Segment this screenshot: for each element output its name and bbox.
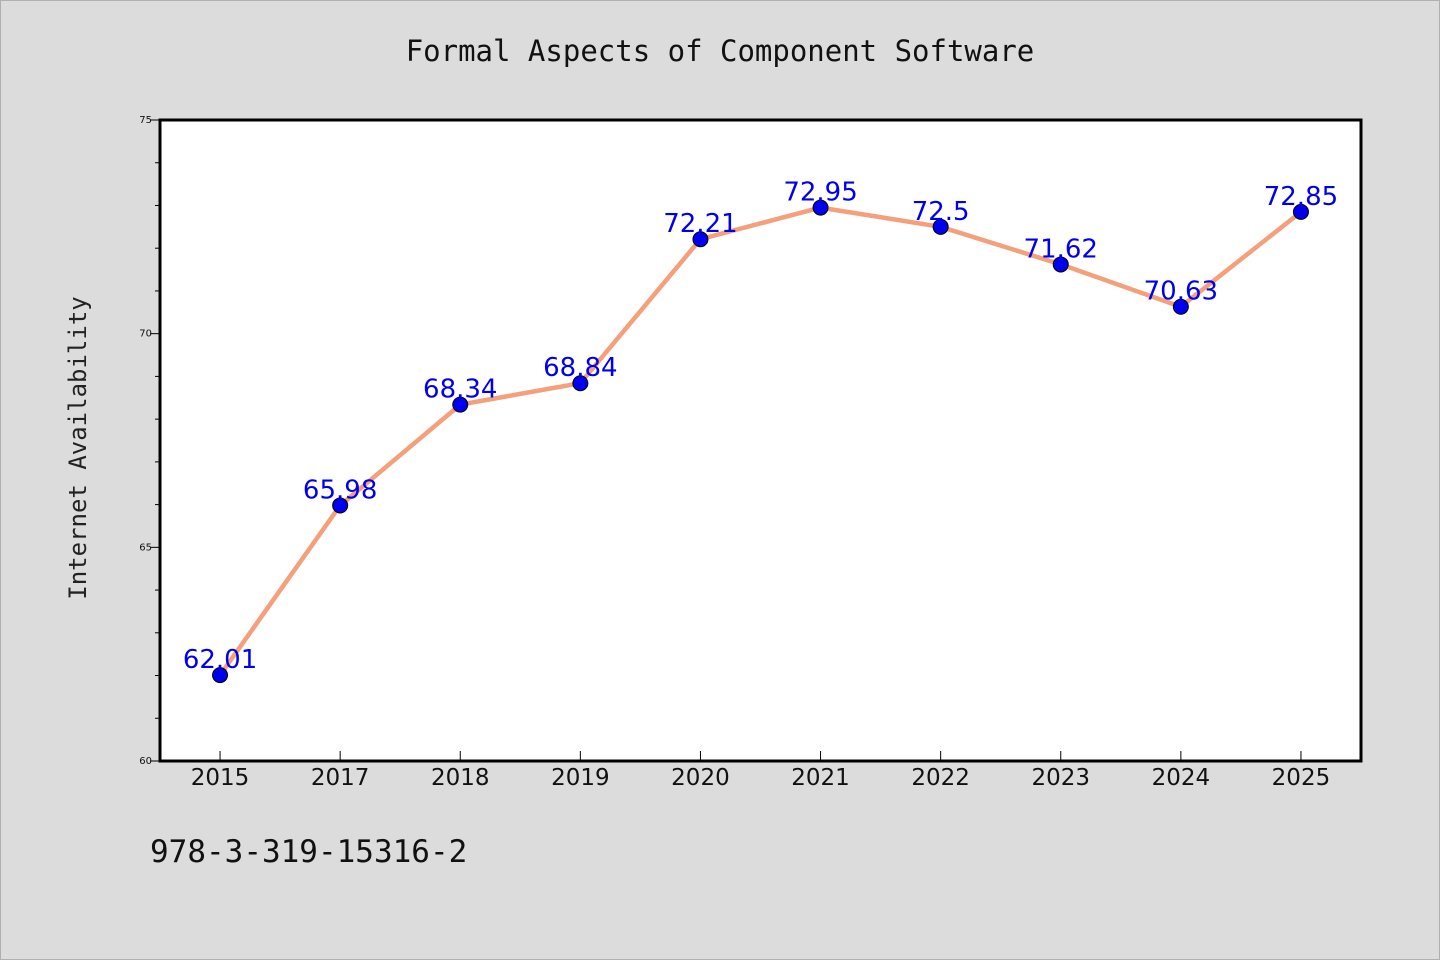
data-point <box>1172 298 1189 315</box>
x-tick-label: 2025 <box>1272 765 1331 791</box>
x-axis-ticks: 2015 2017 2018 2019 2020 2021 2022 2023 2024 2025 <box>191 751 1330 791</box>
chart-title: Formal Aspects of Component Software <box>405 34 1035 68</box>
data-labels: 62.01 65.98 68.34 68.84 72.21 72.95 72.5 71.62 7… <box>183 178 1338 676</box>
x-tick-label: 2024 <box>1152 765 1211 791</box>
x-tick-label: 2021 <box>791 765 850 791</box>
x-tick-label: 2020 <box>671 765 730 791</box>
y-tick-label: 70 <box>139 329 152 340</box>
x-tick-label: 2015 <box>191 765 250 791</box>
data-point <box>332 497 349 514</box>
data-point <box>1052 256 1069 273</box>
data-label: 72.95 <box>783 178 857 208</box>
data-point <box>812 199 829 216</box>
data-point <box>572 375 589 392</box>
data-label: 68.34 <box>423 375 497 405</box>
series-group <box>212 199 1309 684</box>
data-point <box>452 396 469 413</box>
data-point <box>932 218 949 235</box>
y-tick-label: 60 <box>139 756 152 767</box>
x-tick-label: 2022 <box>911 765 970 791</box>
y-tick-label: 75 <box>139 115 152 126</box>
x-tick-label: 2023 <box>1031 765 1090 791</box>
data-label: 71.62 <box>1024 234 1098 264</box>
data-label: 72.21 <box>663 209 737 239</box>
data-point <box>692 231 709 248</box>
data-point <box>1292 203 1309 220</box>
footer-code: 978-3-319-15316-2 <box>150 834 468 870</box>
data-label: 72.5 <box>912 197 970 227</box>
x-tick-label: 2019 <box>551 765 610 791</box>
y-tick-label: 65 <box>139 542 152 553</box>
data-label: 68.84 <box>543 353 617 383</box>
y-axis-ticks: 60 65 70 75 <box>139 115 160 767</box>
x-tick-label: 2018 <box>431 765 490 791</box>
data-label: 62.01 <box>183 645 257 675</box>
data-label: 72.85 <box>1264 182 1338 212</box>
data-label: 70.63 <box>1144 277 1218 307</box>
plot-area <box>158 118 1363 763</box>
x-tick-label: 2017 <box>311 765 370 791</box>
data-point <box>212 667 229 684</box>
series-line <box>217 205 1304 678</box>
data-label: 65.98 <box>303 475 377 505</box>
